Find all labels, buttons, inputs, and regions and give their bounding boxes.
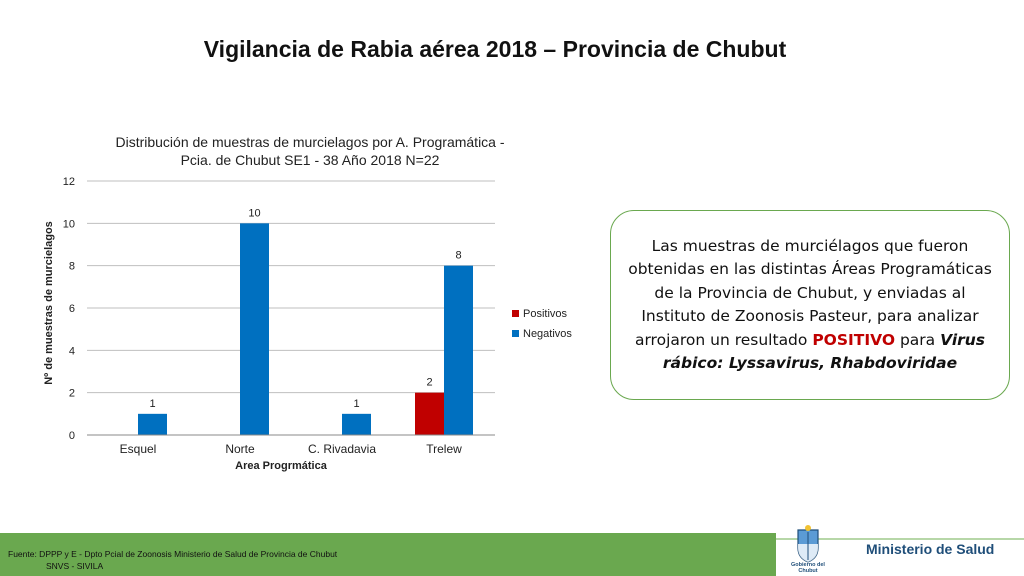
y-axis-ticks: 0 2 4 6 8 10 12 <box>63 176 75 442</box>
virus-name: Virus rábico: Lyssavirus, Rhabdoviridae <box>662 330 986 373</box>
y-tick-label: 6 <box>69 303 75 315</box>
footer-source-line-1: Fuente: DPPP y E - Dpto Pcial de Zoonosi… <box>8 549 338 559</box>
y-tick-label: 2 <box>69 388 75 400</box>
slide-title: Vigilancia de Rabia aérea 2018 – Provinc… <box>203 36 787 62</box>
bar-negativos <box>342 413 371 435</box>
government-shield-icon <box>797 525 819 563</box>
data-label: 8 <box>455 250 461 262</box>
chart-title-line-2: Pcia. de Chubut SE1 - 38 Año 2018 N=22 <box>180 152 440 168</box>
x-tick-label: C. Rivadavia <box>308 442 376 456</box>
footer-bar: Fuente: DPPP y E - Dpto Pcial de Zoonosi… <box>0 533 776 576</box>
callout-text-main: Las muestras de murciélagos que fueron o… <box>628 236 992 349</box>
data-label: 10 <box>248 207 260 219</box>
y-tick-label: 10 <box>63 218 75 230</box>
chart-bars <box>138 223 473 435</box>
positive-highlight: POSITIVO <box>812 330 896 349</box>
bar-negativos <box>138 413 167 435</box>
legend-label-positivos: Positivos <box>523 308 568 320</box>
bar-negativos <box>444 265 473 435</box>
government-logo-text: Gobierno del Chubut <box>791 562 825 574</box>
data-label: 1 <box>149 398 155 410</box>
legend-swatch-positivos <box>512 310 519 317</box>
data-label: 2 <box>426 377 432 389</box>
y-tick-label: 8 <box>69 261 75 273</box>
legend-swatch-negativos <box>512 330 519 337</box>
legend-label-negativos: Negativos <box>523 328 572 340</box>
chart-gridlines <box>87 180 495 394</box>
data-label: 1 <box>353 398 359 410</box>
footer-divider <box>776 538 1024 540</box>
x-axis-label: Area Progrmática <box>235 460 328 472</box>
y-axis-label: Nº de muestras de murcielagos <box>43 221 55 385</box>
x-tick-label: Esquel <box>120 442 157 456</box>
info-callout: Las muestras de murciélagos que fueron o… <box>610 210 1010 400</box>
x-tick-label: Norte <box>225 442 255 456</box>
y-tick-label: 4 <box>69 345 75 357</box>
bar-positivos <box>415 392 444 435</box>
x-tick-label: Trelew <box>426 442 462 456</box>
x-axis-ticks: Esquel Norte C. Rivadavia Trelew <box>120 442 462 456</box>
y-tick-label: 12 <box>63 176 75 188</box>
chart-title-line-1: Distribución de muestras de murcielagos … <box>115 134 505 150</box>
y-tick-label: 0 <box>69 430 75 442</box>
ministry-logo-text: Ministerio de Salud <box>866 541 995 557</box>
callout-text-middle: para <box>895 330 941 349</box>
chart-legend: Positivos Negativos <box>512 308 572 340</box>
chart-title: Distribución de muestras de murcielagos … <box>80 133 540 169</box>
callout-text: Las muestras de murciélagos que fueron o… <box>627 235 993 376</box>
data-labels: 1 10 1 2 8 <box>149 207 461 410</box>
footer-source-line-2: SNVS - SIVILA <box>46 561 104 571</box>
bar-negativos <box>240 223 269 435</box>
